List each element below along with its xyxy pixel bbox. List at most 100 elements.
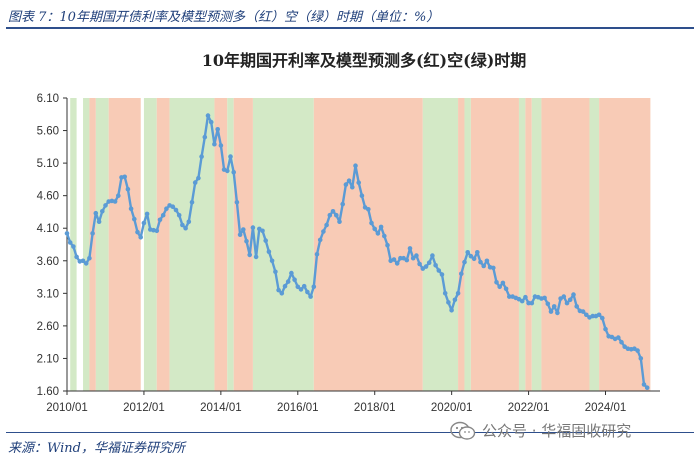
- x-tick-label: 2018/01: [354, 402, 396, 414]
- data-point: [500, 280, 506, 286]
- data-point: [93, 210, 99, 216]
- data-point: [74, 254, 79, 260]
- data-point: [192, 180, 198, 185]
- data-point: [305, 289, 310, 295]
- data-point: [548, 309, 554, 314]
- period-band-red: [156, 98, 170, 391]
- figure-title: 图表 7：10年期国开债利率及模型预测多（红）空（绿）时期（单位：%）: [8, 10, 440, 25]
- data-point: [481, 263, 487, 269]
- period-band-green: [227, 98, 234, 391]
- period-bands: [70, 98, 651, 391]
- data-point: [250, 225, 256, 230]
- period-band-green: [531, 98, 542, 391]
- data-point: [337, 219, 342, 224]
- data-point: [324, 222, 329, 228]
- watermark: 公众号 · 华福固收研究: [450, 420, 631, 441]
- rate-chart: 10年期国开利率及模型预测多(红)空(绿)时期 6.10 5.60 5.10 4.60…: [37, 51, 660, 414]
- data-point: [253, 254, 259, 260]
- period-band-green: [83, 98, 90, 391]
- data-point: [366, 207, 371, 212]
- data-point: [173, 207, 179, 213]
- y-tick-label: 3.60: [37, 256, 59, 268]
- data-point: [116, 193, 121, 198]
- x-tick-label: 2014/01: [200, 402, 242, 414]
- data-point: [507, 294, 512, 299]
- data-point: [311, 284, 317, 290]
- data-point: [439, 272, 445, 277]
- data-point: [616, 335, 621, 340]
- data-point: [189, 199, 195, 205]
- data-point: [103, 203, 108, 208]
- x-tick-label: 2012/01: [123, 402, 165, 414]
- data-point: [359, 193, 365, 198]
- data-point: [436, 268, 442, 273]
- data-point: [346, 178, 352, 183]
- data-point: [215, 127, 220, 132]
- data-point: [183, 225, 188, 231]
- data-point: [132, 216, 137, 222]
- data-point: [619, 339, 624, 345]
- data-point: [356, 180, 362, 185]
- y-tick-label: 5.10: [37, 158, 59, 170]
- data-point: [475, 250, 480, 255]
- data-point: [125, 186, 131, 192]
- y-tick-label: 5.60: [37, 126, 59, 138]
- data-point: [64, 231, 70, 236]
- data-point: [199, 154, 204, 159]
- watermark-text: 公众号 · 华福固收研究: [482, 422, 632, 440]
- data-point: [394, 261, 400, 266]
- data-point: [154, 228, 160, 234]
- data-point: [442, 291, 448, 296]
- data-point: [567, 297, 573, 303]
- data-point: [317, 237, 323, 243]
- data-point: [237, 232, 243, 237]
- data-point: [430, 253, 435, 258]
- x-tick-label: 2010/01: [46, 402, 88, 414]
- data-point: [231, 169, 236, 175]
- figure-source: 来源：Wind，华福证券研究所: [8, 441, 185, 456]
- period-band-green: [464, 98, 471, 391]
- data-point: [170, 204, 176, 209]
- data-point: [433, 263, 438, 268]
- footer-rule: [6, 432, 694, 433]
- data-point: [334, 212, 339, 218]
- y-tick-label: 1.60: [37, 386, 59, 398]
- data-point: [263, 238, 269, 243]
- data-point: [80, 258, 86, 264]
- data-point: [545, 301, 551, 307]
- period-band-red: [525, 98, 532, 391]
- period-band-red: [541, 98, 590, 391]
- data-point: [414, 253, 419, 258]
- data-point: [478, 259, 483, 265]
- period-band-red: [313, 98, 423, 391]
- data-point: [555, 310, 560, 316]
- data-point: [542, 295, 547, 301]
- data-point: [462, 259, 467, 265]
- data-point: [385, 242, 390, 248]
- period-band-red: [233, 98, 253, 391]
- data-point: [285, 279, 291, 284]
- y-tick-label: 4.10: [37, 223, 59, 235]
- data-point: [100, 209, 105, 214]
- data-point: [449, 308, 454, 313]
- data-point: [369, 220, 374, 226]
- data-point: [135, 229, 140, 235]
- period-band-green: [518, 98, 526, 391]
- data-point: [561, 294, 567, 299]
- data-point: [641, 382, 647, 387]
- data-point: [350, 184, 355, 190]
- y-tick-label: 6.10: [37, 93, 59, 105]
- data-point: [343, 182, 349, 187]
- data-point: [455, 291, 461, 296]
- data-point: [382, 233, 387, 239]
- data-point: [298, 287, 304, 292]
- data-point: [282, 283, 288, 289]
- data-point: [468, 253, 474, 259]
- data-point: [484, 258, 490, 264]
- data-point: [353, 163, 358, 168]
- data-point: [260, 228, 265, 234]
- data-point: [266, 249, 272, 254]
- data-point: [314, 252, 320, 257]
- data-point: [571, 292, 576, 297]
- data-point: [96, 219, 102, 224]
